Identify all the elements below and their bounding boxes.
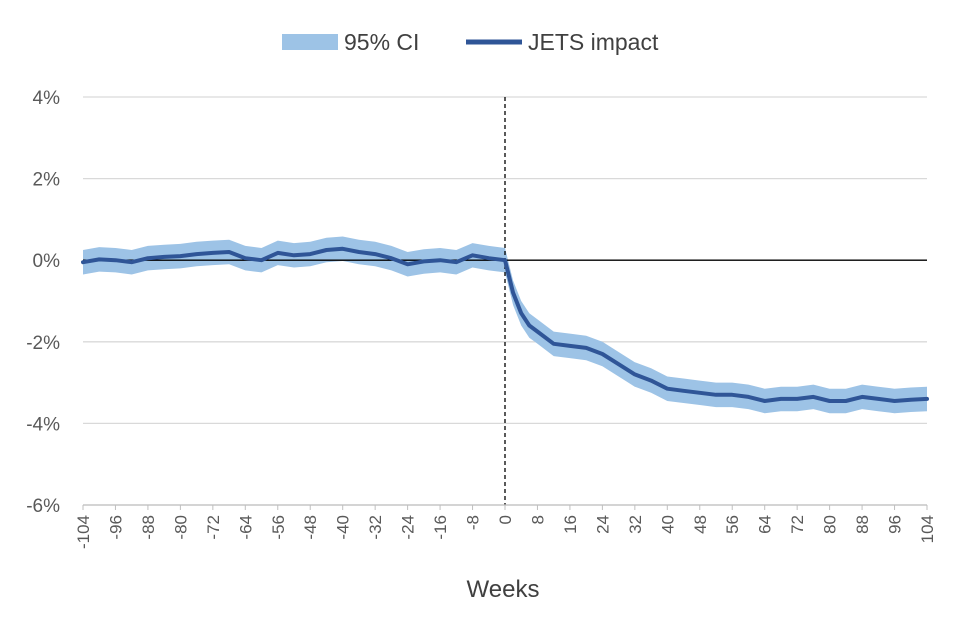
- x-tick-label: 56: [723, 515, 742, 534]
- y-tick-label: 0%: [33, 251, 61, 272]
- legend: 95% CI JETS impact: [282, 29, 659, 55]
- x-tick-label: -88: [139, 515, 158, 540]
- x-tick-label: 0: [496, 515, 515, 524]
- legend-swatch-ci: [282, 34, 338, 50]
- x-tick-label: -32: [366, 515, 385, 540]
- x-tick-label: 72: [788, 515, 807, 534]
- x-tick-label: 88: [853, 515, 872, 534]
- y-tick-label: -4%: [26, 414, 60, 435]
- x-tick-label: 24: [593, 515, 612, 534]
- y-tick-label: 2%: [33, 170, 61, 191]
- x-tick-label: -72: [204, 515, 223, 540]
- ci-band: [83, 236, 927, 414]
- x-tick-label: -104: [74, 515, 93, 549]
- x-tick-label: 96: [886, 515, 905, 534]
- x-tick-label: -56: [269, 515, 288, 540]
- x-tick-label: -48: [301, 515, 320, 540]
- x-tick-label: -64: [236, 515, 255, 540]
- x-tick-label: 8: [528, 515, 547, 524]
- y-tick-label: -2%: [26, 333, 60, 354]
- legend-label-line: JETS impact: [528, 29, 659, 55]
- x-tick-label: -16: [431, 515, 450, 540]
- x-tick-label: 16: [561, 515, 580, 534]
- legend-label-ci: 95% CI: [344, 29, 419, 55]
- y-tick-labels: -6% -4% -2% 0% 2% 4%: [26, 88, 60, 517]
- series-line-jets-impact: [81, 246, 929, 403]
- x-tick-labels: -104 -96 -88 -80 -72 -64 -56 -48 -40 -32 -24 -16 -8 0…: [74, 515, 937, 549]
- x-axis-title: Weeks: [467, 576, 540, 603]
- series-line-layer: [81, 246, 929, 403]
- x-tick-label: -24: [399, 515, 418, 540]
- x-tick-label: 40: [658, 515, 677, 534]
- x-tick-label: 48: [691, 515, 710, 534]
- x-tick-label: 80: [821, 515, 840, 534]
- x-tick-label: 64: [756, 515, 775, 534]
- x-tick-label: -40: [334, 515, 353, 540]
- axes: [82, 97, 928, 510]
- y-tick-label: 4%: [33, 88, 61, 109]
- x-tick-label: -96: [106, 515, 125, 540]
- x-tick-label: 104: [918, 515, 937, 543]
- x-tick-label: -8: [464, 515, 483, 530]
- x-tick-label: -80: [171, 515, 190, 540]
- ci-band-layer: [83, 236, 927, 414]
- x-tick-label: 32: [626, 515, 645, 534]
- y-tick-label: -6%: [26, 496, 60, 517]
